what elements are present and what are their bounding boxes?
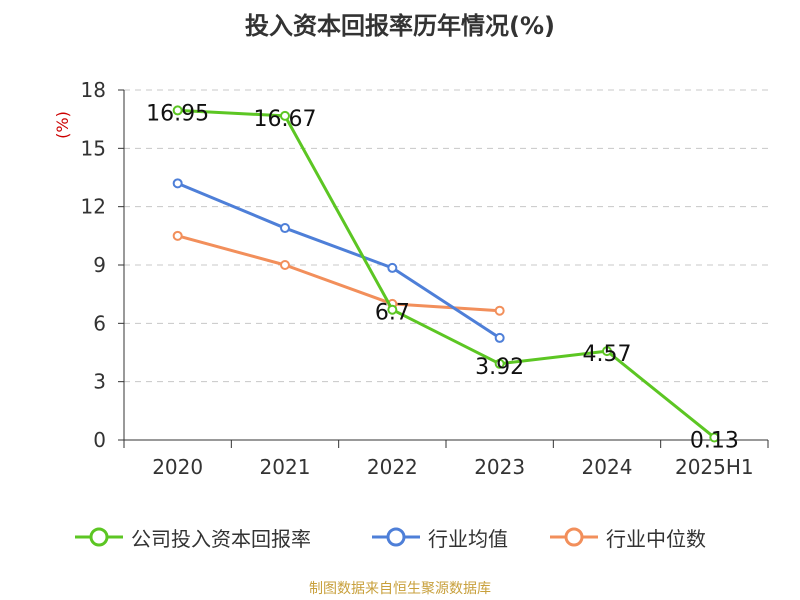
y-tick-label: 9 <box>93 253 106 277</box>
legend-line-marker-icon <box>550 527 598 547</box>
data-point <box>172 178 183 189</box>
x-tick-label: 2024 <box>582 455 633 479</box>
x-tick-label: 2023 <box>474 455 525 479</box>
legend-label: 行业中位数 <box>606 526 706 551</box>
y-tick-label: 18 <box>81 78 106 102</box>
y-tick-label: 15 <box>81 136 106 160</box>
y-tick-label: 3 <box>93 370 106 394</box>
x-tick-label: 2020 <box>152 455 203 479</box>
data-point <box>172 230 183 241</box>
y-tick-label: 6 <box>93 311 106 335</box>
data-point <box>387 304 398 315</box>
legend-line-marker-icon <box>372 527 420 547</box>
data-label: 16.95 <box>146 101 209 126</box>
data-point <box>494 358 505 369</box>
y-tick-label: 12 <box>81 195 106 219</box>
x-tick-label: 2022 <box>367 455 418 479</box>
data-label: 16.67 <box>254 107 317 132</box>
data-point <box>280 260 290 270</box>
data-label: 3.92 <box>475 355 524 380</box>
data-point <box>602 346 612 357</box>
legend-label: 公司投入资本回报率 <box>131 526 311 551</box>
data-point <box>387 262 398 273</box>
data-label: 4.57 <box>583 342 632 367</box>
x-tick-label: 2025H1 <box>675 455 754 479</box>
data-point <box>172 105 183 116</box>
series-line-1 <box>177 181 501 340</box>
legend-item-industry-median[interactable]: 行业中位数 <box>550 520 706 554</box>
chart-title: 投入资本回报率历年情况(%) <box>245 12 555 40</box>
series-line-0 <box>177 108 716 439</box>
x-tick-label: 2021 <box>260 455 311 479</box>
y-axis-label: (%) <box>53 111 72 139</box>
legend-label: 行业均值 <box>428 526 508 551</box>
data-label: 0.13 <box>690 428 739 453</box>
data-label: 6.7 <box>375 301 410 326</box>
legend-item-industry-mean[interactable]: 行业均值 <box>372 520 508 554</box>
legend-item-company[interactable]: 公司投入资本回报率 <box>75 520 311 554</box>
data-point <box>494 305 505 316</box>
data-point <box>494 332 505 343</box>
source-note: 制图数据来自恒生聚源数据库 <box>309 581 491 597</box>
data-point <box>280 110 290 121</box>
y-tick-label: 0 <box>93 428 106 452</box>
data-point <box>709 432 720 443</box>
legend-line-marker-icon <box>75 527 123 547</box>
series-line-2 <box>177 234 500 313</box>
data-point <box>280 223 290 234</box>
